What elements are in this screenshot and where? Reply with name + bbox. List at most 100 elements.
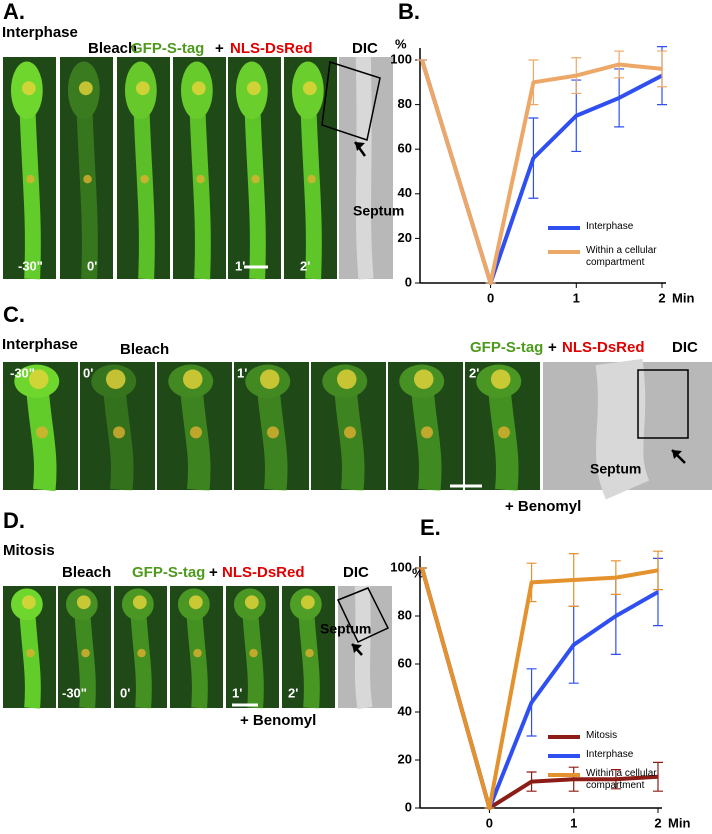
error-bar: [568, 766, 579, 792]
hypha-body: [243, 90, 266, 280]
nucleus: [76, 595, 91, 610]
hypha-body: [179, 380, 211, 492]
nucleus: [193, 648, 202, 658]
y-tick-label: 20: [398, 230, 412, 245]
nucleus: [305, 648, 314, 658]
y-tick-label: 80: [398, 96, 412, 111]
error-bar: [528, 59, 539, 106]
nucleus: [81, 648, 90, 658]
time-label: 2': [300, 258, 310, 273]
nucleus: [188, 595, 203, 610]
legend-entry: Within a cellular compartment: [586, 245, 657, 268]
hypha-body: [188, 90, 211, 280]
plus-label: +: [548, 339, 557, 356]
nucleus: [191, 81, 206, 96]
legend-label: Interphase: [586, 221, 634, 232]
time-label: 2': [469, 365, 479, 380]
y-tick-label: 60: [398, 141, 412, 156]
nucleus: [26, 174, 35, 184]
x-tick-label: 1: [570, 815, 577, 830]
septum-label: Septum: [353, 203, 404, 219]
error-bar: [526, 562, 537, 603]
hypha-body: [132, 90, 155, 280]
nucleus: [190, 426, 202, 439]
time-label: 0': [87, 258, 97, 273]
marker-label: NLS-DsRed: [562, 339, 645, 356]
x-tick-label: 1: [573, 290, 580, 305]
y-tick-label: 100: [390, 559, 412, 574]
nucleus: [132, 595, 147, 610]
y-tick-label: 0: [405, 274, 412, 289]
nucleus: [183, 369, 203, 389]
legend-entry: Within a cellular compartment: [586, 768, 657, 791]
panel-label: B.: [398, 0, 420, 24]
hypha-body: [102, 380, 134, 492]
hypha-body: [333, 380, 365, 492]
dic-hypha: [355, 56, 374, 280]
hypha-body: [18, 90, 41, 280]
nucleus: [300, 595, 315, 610]
phase-label: Mitosis: [3, 542, 55, 559]
nucleus: [251, 174, 260, 184]
y-tick-label: 0: [405, 799, 412, 814]
legend-entry: Interphase: [586, 749, 634, 760]
phase-label: Interphase: [2, 24, 78, 41]
y-axis-label: %: [395, 36, 407, 51]
bleach-label: Bleach: [120, 341, 169, 358]
legend-label: Interphase: [586, 749, 634, 760]
error-bar: [526, 668, 537, 737]
x-tick-label: 2: [654, 815, 661, 830]
nucleus: [491, 369, 511, 389]
nucleus: [106, 369, 126, 389]
legend-label: Within a cellular compartment: [586, 768, 657, 791]
nucleus: [113, 426, 125, 439]
nucleus: [21, 595, 36, 610]
series-line: [420, 567, 659, 810]
marker-label: GFP-S-tag: [470, 339, 543, 356]
panel-label: D.: [3, 508, 25, 533]
error-bar: [610, 560, 621, 595]
nucleus: [337, 369, 357, 389]
x-tick-label: 0: [487, 290, 494, 305]
time-label: 2': [288, 685, 298, 700]
nucleus: [140, 174, 149, 184]
dic-label: DIC: [672, 339, 698, 356]
y-tick-label: 100: [390, 51, 412, 66]
nucleus: [307, 174, 316, 184]
arrow-head: [672, 450, 682, 459]
y-tick-label: 60: [398, 655, 412, 670]
nucleus: [260, 369, 280, 389]
y-tick-label: 80: [398, 607, 412, 622]
nucleus: [414, 369, 434, 389]
error-bar: [610, 769, 621, 790]
nucleus: [36, 426, 48, 439]
nucleus: [498, 426, 510, 439]
y-tick-label: 20: [398, 751, 412, 766]
marker-label: GFP-S-tag: [132, 564, 205, 581]
treatment-label: + Benomyl: [240, 712, 316, 729]
nucleus: [249, 648, 258, 658]
dic-label: DIC: [343, 564, 369, 581]
hypha-body: [299, 90, 322, 280]
nucleus: [26, 648, 35, 658]
x-tick-label: 2: [658, 290, 665, 305]
error-bar: [657, 50, 667, 88]
phase-label: Interphase: [2, 336, 78, 353]
nucleus: [267, 426, 279, 439]
time-label: 1': [235, 258, 245, 273]
nucleus: [21, 81, 36, 96]
x-tick-label: 0: [486, 815, 493, 830]
dic-label: DIC: [352, 40, 378, 57]
nucleus: [135, 81, 150, 96]
marker-label: NLS-DsRed: [230, 40, 313, 57]
arrow-head: [352, 644, 362, 653]
panel-label: E.: [420, 515, 441, 540]
nucleus: [196, 174, 205, 184]
septum-label: Septum: [320, 621, 371, 637]
roi-box: [336, 587, 390, 643]
panel-label: A.: [3, 0, 25, 24]
error-bar: [528, 117, 539, 199]
error-bar: [568, 553, 579, 607]
nucleus: [302, 81, 317, 96]
time-label: 1': [237, 365, 247, 380]
